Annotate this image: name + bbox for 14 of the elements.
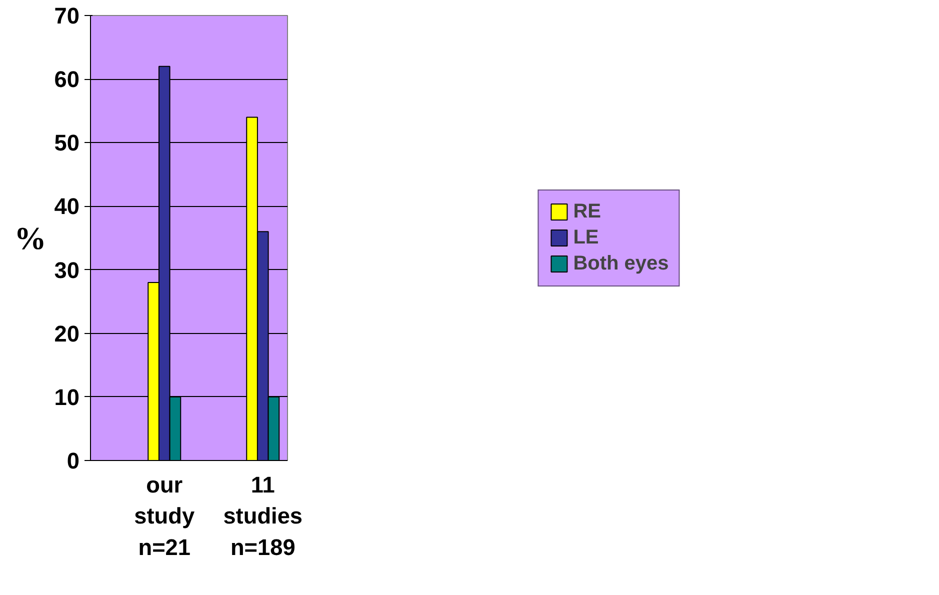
y-axis-title: % (14, 220, 46, 256)
y-tick-label: 60 (54, 66, 80, 92)
legend-label: LE (573, 226, 599, 249)
x-tick-label: our study n=21 (134, 472, 195, 560)
y-tick-label: 10 (54, 384, 80, 410)
y-tick-label: 20 (54, 320, 80, 346)
x-tick-label: 11 studies n=189 (223, 472, 303, 560)
legend-label: RE (573, 200, 601, 223)
y-tick-label: 40 (54, 193, 80, 220)
y-tick-label: 70 (54, 2, 80, 28)
y-tick-label: 50 (54, 130, 80, 156)
y-tick-label: 0 (66, 448, 80, 474)
legend-label: Both eyes (573, 252, 669, 275)
y-tick-label: 30 (54, 256, 80, 283)
